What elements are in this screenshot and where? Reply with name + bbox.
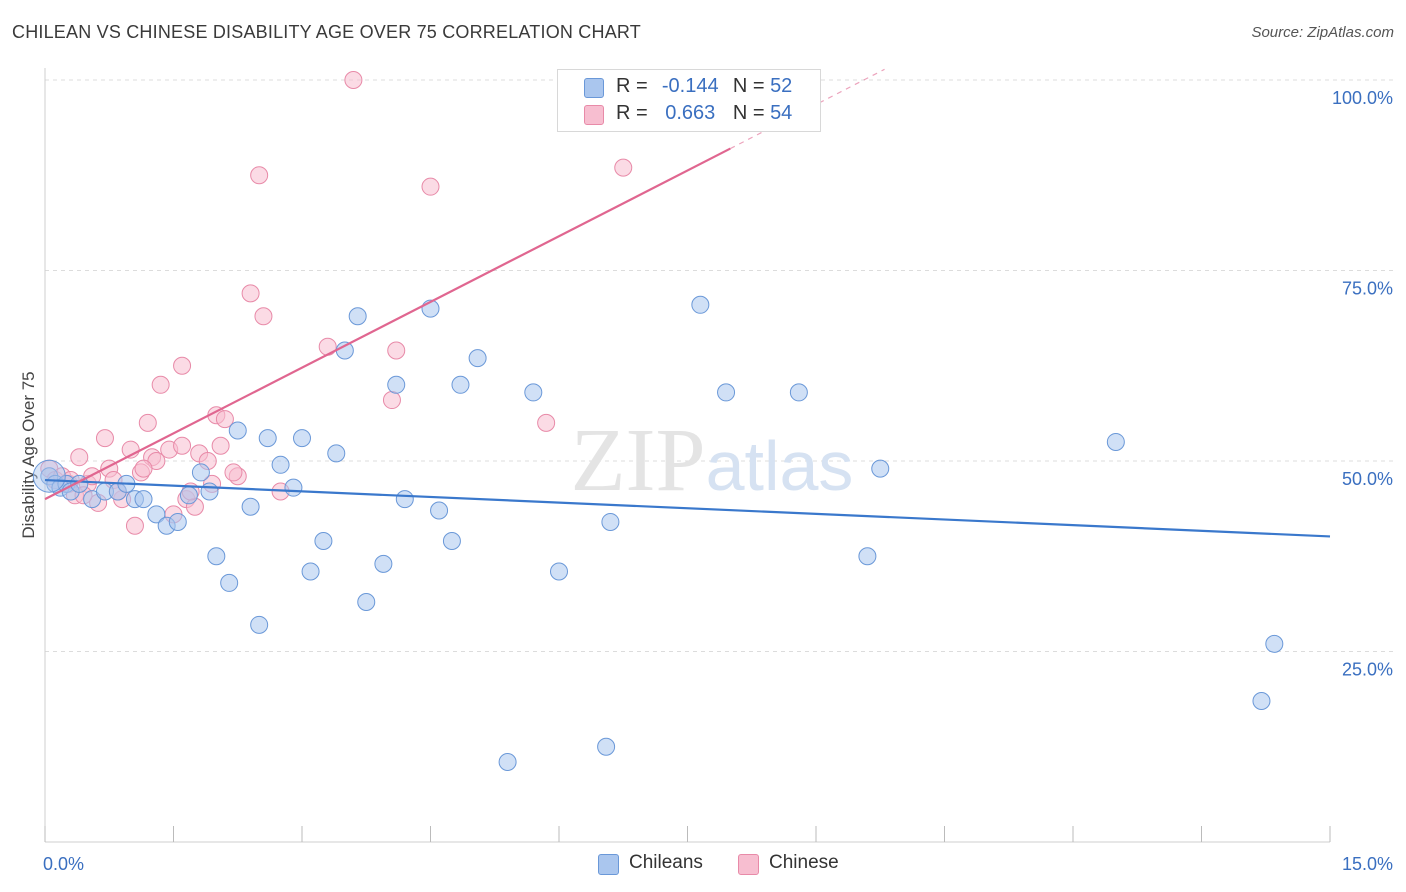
chileans-point-31	[348, 307, 367, 326]
x-tick-label-min: 0.0%	[43, 854, 84, 874]
x-tick-label-max: 15.0%	[1342, 854, 1393, 874]
chileans-point-46	[691, 295, 710, 314]
chinese-point-41	[614, 158, 633, 177]
chinese-trend-line	[44, 147, 731, 501]
chileans-point-37	[430, 501, 449, 520]
chileans-point-16	[191, 463, 210, 482]
chinese-point-18	[151, 375, 170, 394]
y-axis-label: Disability Age Over 75	[19, 371, 38, 538]
chileans-point-32	[357, 592, 376, 611]
chileans-point-25	[284, 478, 303, 497]
chinese-point-29	[211, 436, 230, 455]
chileans-point-23	[258, 429, 277, 448]
chinese-trend-extension	[730, 68, 885, 150]
chinese-swatch	[584, 105, 604, 125]
chinese-point-49	[224, 463, 243, 482]
chileans-point-39	[451, 375, 470, 394]
r-value-chileans: -0.144	[661, 75, 719, 97]
chileans-point-12	[147, 505, 166, 524]
chileans-point-38	[442, 532, 461, 551]
chart-source: Source: ZipAtlas.com	[1251, 24, 1394, 41]
chinese-point-42	[250, 166, 269, 185]
chileans-point-53	[1265, 634, 1284, 653]
chinese-point-33	[254, 307, 273, 326]
chinese-point-48	[134, 459, 153, 478]
chinese-point-16	[138, 413, 157, 432]
chileans-point-24	[271, 455, 290, 474]
chinese-point-14	[125, 516, 144, 535]
chinese-point-39	[421, 177, 440, 196]
r-value-chinese: 0.663	[665, 102, 716, 124]
n-label: N =	[732, 75, 765, 97]
chileans-trend-line	[44, 478, 1331, 538]
chileans-legend-swatch	[598, 854, 619, 875]
chinese-point-9	[95, 429, 114, 448]
chileans-point-19	[220, 573, 239, 592]
chinese-legend-label: Chinese	[769, 852, 839, 873]
y-tick-label-75: 75.0%	[1342, 279, 1393, 299]
chileans-point-21	[241, 497, 260, 516]
chinese-point-21	[173, 436, 192, 455]
chinese-point-36	[344, 71, 363, 89]
chileans-point-17	[200, 482, 219, 501]
chinese-point-22	[173, 356, 192, 375]
chinese-point-32	[241, 284, 260, 303]
correlation-legend: R = -0.144 N = 52 R = 0.663 N = 54	[557, 69, 821, 132]
chileans-cluster-point	[32, 459, 66, 493]
watermark: ZIPatlas	[571, 411, 854, 510]
chileans-point-15	[179, 486, 198, 505]
legend-text-chinese: R = 0.663 N = 54	[616, 102, 792, 125]
chileans-point-14	[168, 512, 187, 531]
chileans-swatch	[584, 78, 604, 98]
chileans-point-40	[468, 349, 487, 368]
r-label: R =	[616, 102, 648, 124]
chileans-point-43	[550, 562, 568, 581]
chinese-point-30	[215, 410, 234, 429]
chileans-point-35	[395, 490, 414, 509]
legend-text-chileans: R = -0.144 N = 52	[616, 75, 792, 98]
chileans-point-29	[327, 444, 346, 463]
chinese-point-38	[387, 341, 406, 360]
chileans-point-28	[314, 532, 333, 551]
chinese-point-5	[70, 448, 89, 467]
chileans-point-51	[1106, 432, 1125, 451]
chileans-point-49	[858, 547, 877, 566]
n-value-chinese: 54	[770, 102, 793, 124]
y-tick-label-50: 50.0%	[1342, 469, 1393, 489]
chart-title: CHILEAN VS CHINESE DISABILITY AGE OVER 7…	[12, 22, 641, 42]
chileans-point-50	[871, 459, 890, 478]
chileans-point-27	[301, 562, 320, 581]
chileans-point-42	[524, 383, 543, 402]
chileans-point-47	[717, 383, 736, 402]
chinese-legend-swatch	[738, 854, 759, 875]
chileans-point-11	[134, 490, 153, 509]
chileans-point-44	[597, 737, 616, 756]
chileans-point-41	[498, 752, 517, 771]
chinese-point-37	[382, 391, 401, 410]
n-value-chileans: 52	[770, 75, 793, 97]
chileans-point-20	[228, 421, 247, 440]
chileans-point-48	[789, 383, 808, 402]
chileans-point-22	[250, 615, 269, 634]
chileans-point-45	[601, 512, 620, 531]
chileans-point-33	[374, 554, 393, 573]
chileans-legend-label: Chileans	[629, 852, 703, 873]
chileans-point-18	[207, 547, 226, 566]
chileans-point-34	[387, 375, 406, 394]
chinese-point-40	[537, 413, 556, 432]
y-tick-label-25: 25.0%	[1342, 660, 1393, 680]
n-label: N =	[732, 102, 765, 124]
r-label: R =	[616, 75, 648, 97]
chileans-point-26	[293, 429, 311, 448]
chileans-point-52	[1252, 692, 1271, 711]
y-tick-label-100: 100.0%	[1332, 88, 1393, 108]
